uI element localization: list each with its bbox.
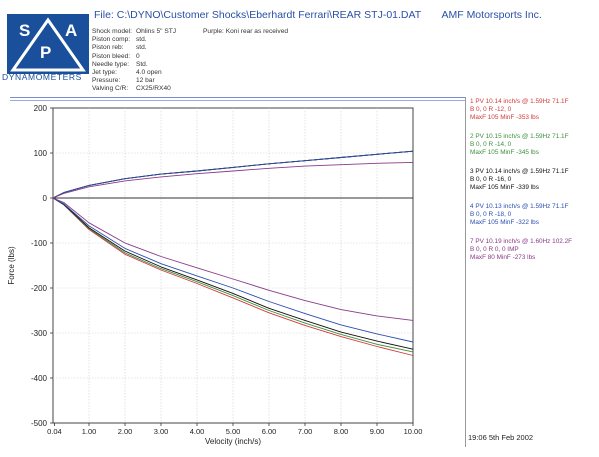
x-tick-label: 9.00 [370, 427, 385, 436]
spec-label: Needle type: [92, 60, 130, 68]
y-tick-label: -500 [31, 419, 48, 428]
header-divider [10, 97, 465, 98]
series-5-rebound-line [52, 197, 414, 321]
spec-value: 0 [135, 52, 140, 60]
file-label: File: C:\DYNO\Customer Shocks\Eberhardt … [94, 9, 422, 21]
spec-label: Pressure: [92, 77, 121, 85]
legend-line1: 2 PV 10.15 inch/s @ 1.59Hz 71.1F [470, 133, 569, 140]
logo-letter-p: P [40, 43, 51, 62]
x-tick-label: 8.00 [334, 427, 349, 436]
spec-label: Shock model: [92, 28, 132, 35]
purple-note: Purple: Koni rear as received [203, 28, 289, 35]
x-tick-label: 3.00 [154, 427, 169, 436]
x-axis-label: Velocity (inch/s) [205, 437, 261, 446]
spec-value: Ohlins 5" STJ [135, 28, 177, 35]
spec-value: Std. [135, 60, 148, 68]
logo-background [7, 14, 89, 74]
spec-label: Piston comp: [92, 36, 131, 44]
legend-line3: MaxF 105 MinF -353 lbs [470, 114, 539, 121]
legend-line3: MaxF 105 MinF -345 lbs [470, 149, 539, 156]
legend-line2: B 0, 0 R -16, 0 [470, 176, 512, 183]
spec-row: Piston reb: std. [92, 44, 180, 52]
legend-line1: 7 PV 10.19 inch/s @ 1.60Hz 102.2F [470, 238, 573, 245]
x-tick-label: 6.00 [262, 427, 277, 436]
logo-letter-a: A [65, 21, 77, 40]
spec-label: Valving C/R: [92, 85, 129, 93]
x-tick-label: 0.04 [47, 427, 62, 436]
y-tick-label: 0 [43, 194, 48, 203]
y-tick-label: 100 [34, 149, 48, 158]
run-legend: 1 PV 10.14 inch/s @ 1.59Hz 71.1F B 0, 0 R… [470, 98, 594, 273]
series-4-compression-line [52, 150, 414, 199]
logo-triangle [10, 17, 86, 72]
legend-entry-2: 2 PV 10.15 inch/s @ 1.59Hz 71.1F B 0, 0 R… [470, 133, 594, 157]
legend-entry-5: 7 PV 10.19 inch/s @ 1.60Hz 102.2F B 0, 0 … [470, 238, 594, 262]
spec-row: Piston bleed: 0 [92, 53, 180, 61]
x-tick-label: 5.00 [226, 427, 241, 436]
legend-line3: MaxF 105 MinF -322 lbs [470, 219, 539, 226]
legend-line2: B 0, 0 R -14, 0 [470, 141, 512, 148]
spec-label: Jet type: [92, 69, 117, 77]
spec-value: 12 bar [135, 77, 155, 85]
spec-label: Piston reb: [92, 44, 124, 52]
series-4-rebound-line [52, 197, 414, 343]
x-tick-label: 7.00 [298, 427, 313, 436]
legend-line2: B 0, 0 R 0, 0 IMP [470, 246, 519, 253]
legend-entry-4: 4 PV 10.13 inch/s @ 1.59Hz 71.1F B 0, 0 R… [470, 203, 594, 227]
company-name: AMF Motorsports Inc. [441, 9, 542, 21]
series-5-compression-line [52, 161, 414, 199]
legend-line1: 3 PV 10.14 inch/s @ 1.59Hz 71.1F [470, 168, 569, 175]
legend-line3: MaxF 105 MinF -339 lbs [470, 184, 539, 191]
spec-row: Needle type: Std. [92, 61, 180, 69]
spec-label: Piston bleed: [92, 52, 131, 60]
header-divider-secondary [10, 100, 465, 101]
spa-logo: S P A [7, 14, 89, 74]
spec-value: std. [135, 44, 147, 52]
x-tick-label: 2.00 [118, 427, 133, 436]
y-axis-label: Force (lbs) [7, 246, 16, 285]
x-tick-label: 10.00 [404, 427, 423, 436]
shock-spec-table: Shock model: Ohlins 5" STJ Piston comp: std… [92, 28, 180, 94]
series-3-rebound-line [52, 197, 414, 350]
legend-line1: 4 PV 10.13 inch/s @ 1.59Hz 71.1F [470, 203, 569, 210]
y-tick-label: -400 [31, 374, 48, 383]
spec-value: std. [135, 36, 147, 44]
legend-entry-1: 1 PV 10.14 inch/s @ 1.59Hz 71.1F B 0, 0 R… [470, 98, 594, 122]
y-tick-label: -200 [31, 284, 48, 293]
logo-name: DYNAMOMETERS [2, 72, 82, 82]
series-1-rebound-line [52, 197, 414, 356]
spec-row: Valving C/R: CX25/RX40 [92, 85, 180, 93]
y-tick-label: -300 [31, 329, 48, 338]
spec-row: Piston comp: std. [92, 36, 180, 44]
y-tick-label: -100 [31, 239, 48, 248]
run-timestamp: 19:06 5th Feb 2002 [468, 433, 534, 442]
spec-row: Pressure: 12 bar [92, 77, 180, 85]
logo-letter-s: S [19, 21, 30, 40]
legend-line2: B 0, 0 R -12, 0 [470, 106, 512, 113]
x-tick-label: 4.00 [190, 427, 205, 436]
spec-row: Shock model: Ohlins 5" STJ [92, 28, 180, 36]
spec-row: Jet type: 4.0 open [92, 69, 180, 77]
legend-frame-divider [465, 97, 466, 447]
spec-value: 4.0 open [135, 69, 162, 77]
legend-line2: B 0, 0 R -18, 0 [470, 211, 512, 218]
legend-entry-3: 3 PV 10.14 inch/s @ 1.59Hz 71.1F B 0, 0 R… [470, 168, 594, 192]
legend-line1: 1 PV 10.14 inch/s @ 1.59Hz 71.1F [470, 98, 569, 105]
report-header: File: C:\DYNO\Customer Shocks\Eberhardt … [94, 9, 560, 21]
spec-value: CX25/RX40 [135, 85, 171, 93]
x-tick-label: 1.00 [82, 427, 97, 436]
legend-line3: MaxF 80 MinF -273 lbs [470, 254, 536, 261]
y-tick-label: 200 [34, 104, 48, 113]
series-2-rebound-line [52, 197, 414, 353]
